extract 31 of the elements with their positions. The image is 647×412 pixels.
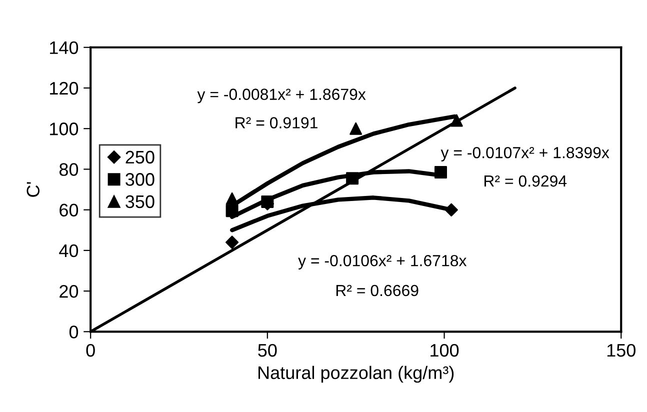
- y-tick-label: 120: [50, 82, 78, 95]
- y-tick-label: 40: [59, 244, 78, 258]
- annotation: R² = 0.9294: [484, 175, 567, 187]
- annotation: y = -0.0107x² + 1.8399x: [440, 146, 610, 162]
- annotation: y = -0.0081x² + 1.8679x: [197, 88, 366, 104]
- legend-label: 300: [126, 173, 154, 186]
- y-tick-label: 60: [60, 204, 78, 217]
- point: [226, 204, 238, 218]
- legend-label: 250: [126, 150, 154, 164]
- y-tick-label: 20: [60, 284, 78, 298]
- annotation: R² = 0.6669: [336, 284, 418, 296]
- y-tick-label: 140: [50, 41, 78, 54]
- y-tick-label: 80: [59, 163, 78, 176]
- point: [450, 114, 463, 127]
- annotation: y = -0.0106x² + 1.6718x: [298, 254, 467, 270]
- point: [225, 236, 239, 249]
- point: [350, 122, 362, 135]
- point: [226, 192, 238, 205]
- annotation: R² = 0.9191: [236, 117, 318, 128]
- x-tick-label: 150: [607, 344, 636, 357]
- x-axis-title: Natural pozzolan (kg/m³): [258, 366, 454, 383]
- x-tick-label: 100: [430, 344, 459, 357]
- y-axis-title: C': [26, 182, 40, 197]
- point: [444, 203, 458, 216]
- point: [434, 166, 447, 179]
- y-tick-label: 0: [69, 326, 78, 338]
- point: [346, 172, 359, 185]
- x-tick-label: 50: [258, 344, 277, 357]
- y-tick-label: 100: [50, 122, 78, 136]
- legend-label: 350: [126, 195, 154, 208]
- x-tick-label: 0: [86, 344, 95, 357]
